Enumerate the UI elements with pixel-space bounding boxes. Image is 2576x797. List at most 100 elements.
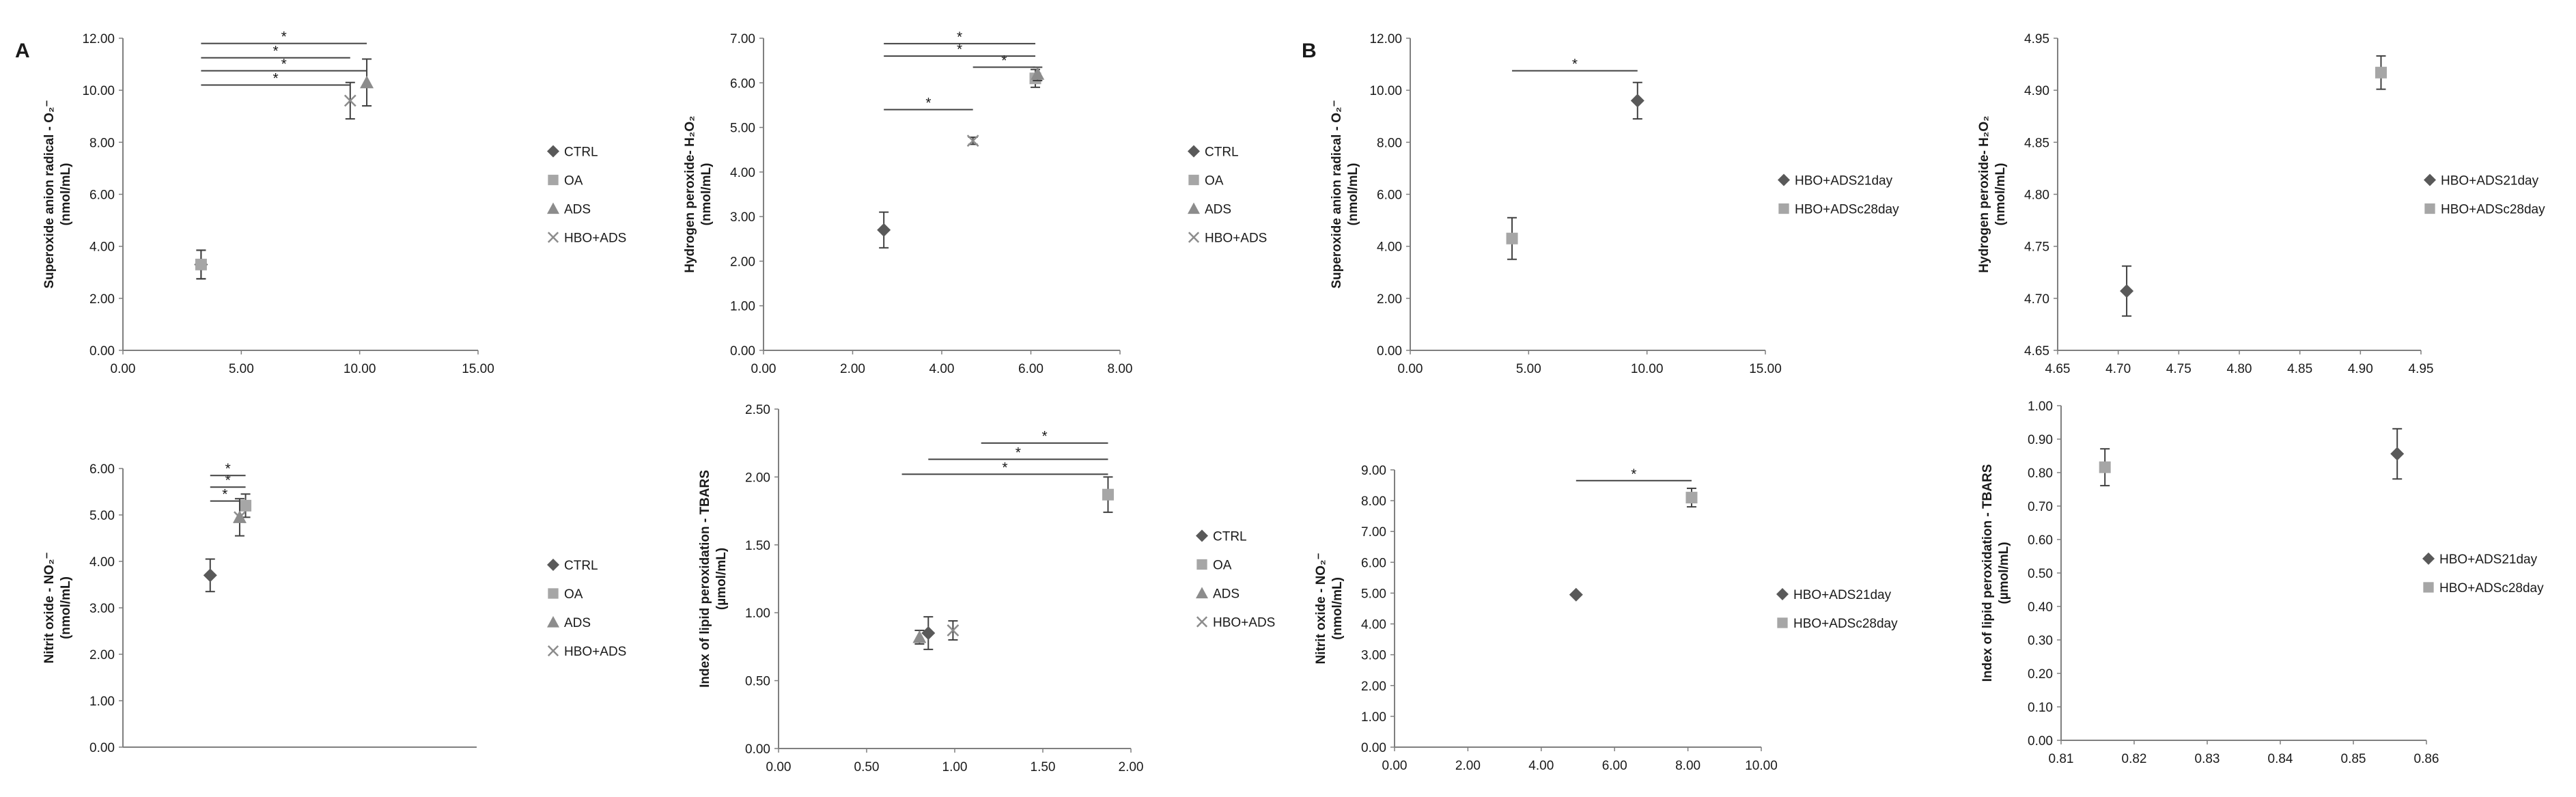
x-tick-label: 4.65: [2045, 362, 2071, 376]
legend-label: HBO+ADSc28day: [1795, 203, 1899, 217]
legend-marker: [1776, 588, 1789, 600]
legend-marker: [547, 202, 559, 214]
legend-marker: [1196, 529, 1208, 542]
legend-marker: [1778, 173, 1790, 186]
legend-marker: [2424, 173, 2436, 186]
y-tick-label: 4.75: [2024, 240, 2049, 255]
y-tick-label: 0.40: [2028, 600, 2053, 615]
y-tick-label: 0.80: [2028, 466, 2053, 481]
x-tick-label: 0.00: [766, 760, 792, 774]
significance-star: *: [957, 29, 962, 45]
x-tick-label: 0.00: [1398, 362, 1423, 376]
x-tick-label: 4.80: [2227, 362, 2252, 376]
data-point-hbo-adsc28day: [1685, 492, 1698, 504]
cross-stroke: [547, 232, 559, 243]
y-tick-label: 1.50: [745, 539, 770, 553]
y-tick-label: 0.70: [2028, 500, 2053, 514]
y-axis-unit: (nmol/mL): [59, 163, 73, 226]
data-point-hbo-ads21day: [2120, 284, 2134, 298]
cross-stroke: [966, 135, 979, 148]
y-tick-label: 2.00: [89, 292, 115, 307]
significance-star: *: [225, 461, 231, 477]
x-tick-label: 5.00: [229, 362, 254, 376]
y-axis-unit: (nmol/mL): [1346, 163, 1360, 226]
x-tick-label: 10.00: [1745, 759, 1778, 773]
y-axis-unit: (nmol/mL): [699, 163, 714, 226]
y-axis-unit: (µmol/mL): [714, 548, 729, 610]
data-point-hbo-ads: [344, 94, 356, 107]
x-tick-label: 2.00: [840, 362, 865, 376]
y-tick-label: 0.10: [2028, 701, 2053, 715]
panel-label-b: B: [1302, 40, 1317, 62]
y-tick-label: 6.00: [89, 462, 115, 477]
y-axis-title: Index of lipid peroxidation - TBARS: [698, 470, 712, 688]
significance-star: *: [225, 473, 231, 488]
data-point-ads: [360, 75, 374, 89]
legend-label: HBO+ADSc28day: [2441, 203, 2545, 217]
significance-star: *: [1041, 429, 1047, 445]
legend-marker: [547, 616, 559, 628]
y-tick-label: 8.00: [1361, 494, 1386, 509]
y-tick-label: 2.00: [730, 255, 755, 269]
y-tick-label: 0.00: [89, 741, 115, 755]
y-tick-label: 10.00: [82, 84, 115, 98]
legend-marker: [547, 645, 559, 657]
data-point-oa: [1102, 488, 1114, 501]
significance-star: *: [273, 71, 279, 87]
significance-star: *: [222, 487, 227, 503]
cross-stroke: [947, 624, 960, 637]
chart-a4: 0.00 0.50 1.00 1.50 2.00 2.50 0.00 0.50 1.00 1.50…: [698, 403, 1275, 774]
x-tick-label: 8.00: [1108, 362, 1133, 376]
y-axis-title: Nitrit oxide - NO₂⁻: [42, 552, 57, 663]
x-tick-label: 4.95: [2409, 362, 2434, 376]
significance-star: *: [1002, 460, 1007, 475]
significance-star: *: [1016, 445, 1021, 461]
y-tick-label: 4.00: [730, 166, 755, 180]
significance-star: *: [281, 57, 287, 72]
legend-marker: [1777, 617, 1788, 628]
chart-a2: 0.00 1.00 2.00 3.00 4.00 5.00 6.00 7.00 0.00 2.00…: [683, 29, 1267, 376]
x-tick-label: 2.00: [1455, 759, 1481, 773]
cross-stroke: [1196, 616, 1208, 628]
y-tick-label: 1.00: [89, 695, 115, 709]
legend-marker: [1196, 559, 1207, 570]
legend-label: HBO+ADS: [564, 645, 626, 659]
x-tick-label: 1.50: [1031, 760, 1056, 774]
y-tick-label: 6.00: [1377, 188, 1402, 203]
data-point-hbo-ads: [966, 135, 979, 148]
legend-marker: [2422, 553, 2435, 565]
legend-marker: [1778, 203, 1789, 214]
chart-b2: 4.65 4.70 4.75 4.80 4.85 4.90 4.95 4.65 4.70 4.75…: [1977, 32, 2545, 376]
legend-marker: [1188, 174, 1199, 186]
y-tick-label: 4.95: [2024, 32, 2049, 46]
legend-marker: [1188, 145, 1200, 158]
y-axis-unit: (nmol/mL): [1330, 577, 1345, 640]
legend-label: CTRL: [564, 145, 598, 160]
significance-star: *: [1631, 466, 1636, 482]
y-tick-label: 0.50: [2028, 567, 2053, 581]
y-axis-title: Index of lipid peroxidation - TBARS: [1980, 464, 1995, 682]
y-tick-label: 5.00: [89, 509, 115, 523]
y-tick-label: 4.65: [2024, 344, 2049, 359]
legend-marker: [547, 232, 559, 243]
data-point-hbo-ads21day: [2390, 447, 2405, 461]
significance-star: *: [273, 44, 279, 59]
y-tick-label: 1.00: [2028, 400, 2053, 414]
y-tick-label: 2.50: [745, 403, 770, 417]
y-tick-label: 4.90: [2024, 84, 2049, 98]
chart-b1: 0.00 2.00 4.00 6.00 8.00 10.00 12.00 0.00 5.00 10…: [1330, 32, 1899, 376]
y-tick-label: 4.80: [2024, 188, 2049, 203]
legend-label: CTRL: [1205, 145, 1239, 160]
y-tick-label: 6.00: [89, 188, 115, 203]
y-tick-label: 0.00: [745, 742, 770, 757]
y-tick-label: 4.85: [2024, 136, 2049, 150]
x-tick-label: 4.00: [1528, 759, 1554, 773]
y-tick-label: 7.00: [730, 32, 755, 46]
y-tick-label: 4.00: [89, 240, 115, 255]
y-axis-title: Hydrogen peroxide- H₂O₂: [683, 115, 697, 272]
y-tick-label: 0.00: [730, 344, 755, 359]
x-tick-label: 0.00: [111, 362, 136, 376]
y-tick-label: 0.00: [89, 344, 115, 359]
y-tick-label: 3.00: [730, 210, 755, 225]
data-point-hbo-adsc28day: [1506, 232, 1518, 244]
